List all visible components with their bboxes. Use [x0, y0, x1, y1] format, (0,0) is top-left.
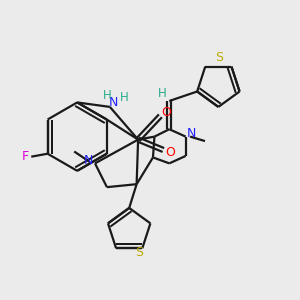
Text: F: F	[22, 150, 29, 163]
Text: H: H	[103, 89, 112, 102]
Text: O: O	[161, 106, 171, 119]
Text: S: S	[215, 51, 223, 64]
Text: N: N	[84, 154, 93, 167]
Text: H: H	[120, 92, 128, 104]
Text: H: H	[158, 87, 166, 100]
Text: S: S	[135, 246, 143, 259]
Text: N: N	[109, 96, 118, 109]
Text: N: N	[187, 127, 196, 140]
Text: O: O	[165, 146, 175, 159]
